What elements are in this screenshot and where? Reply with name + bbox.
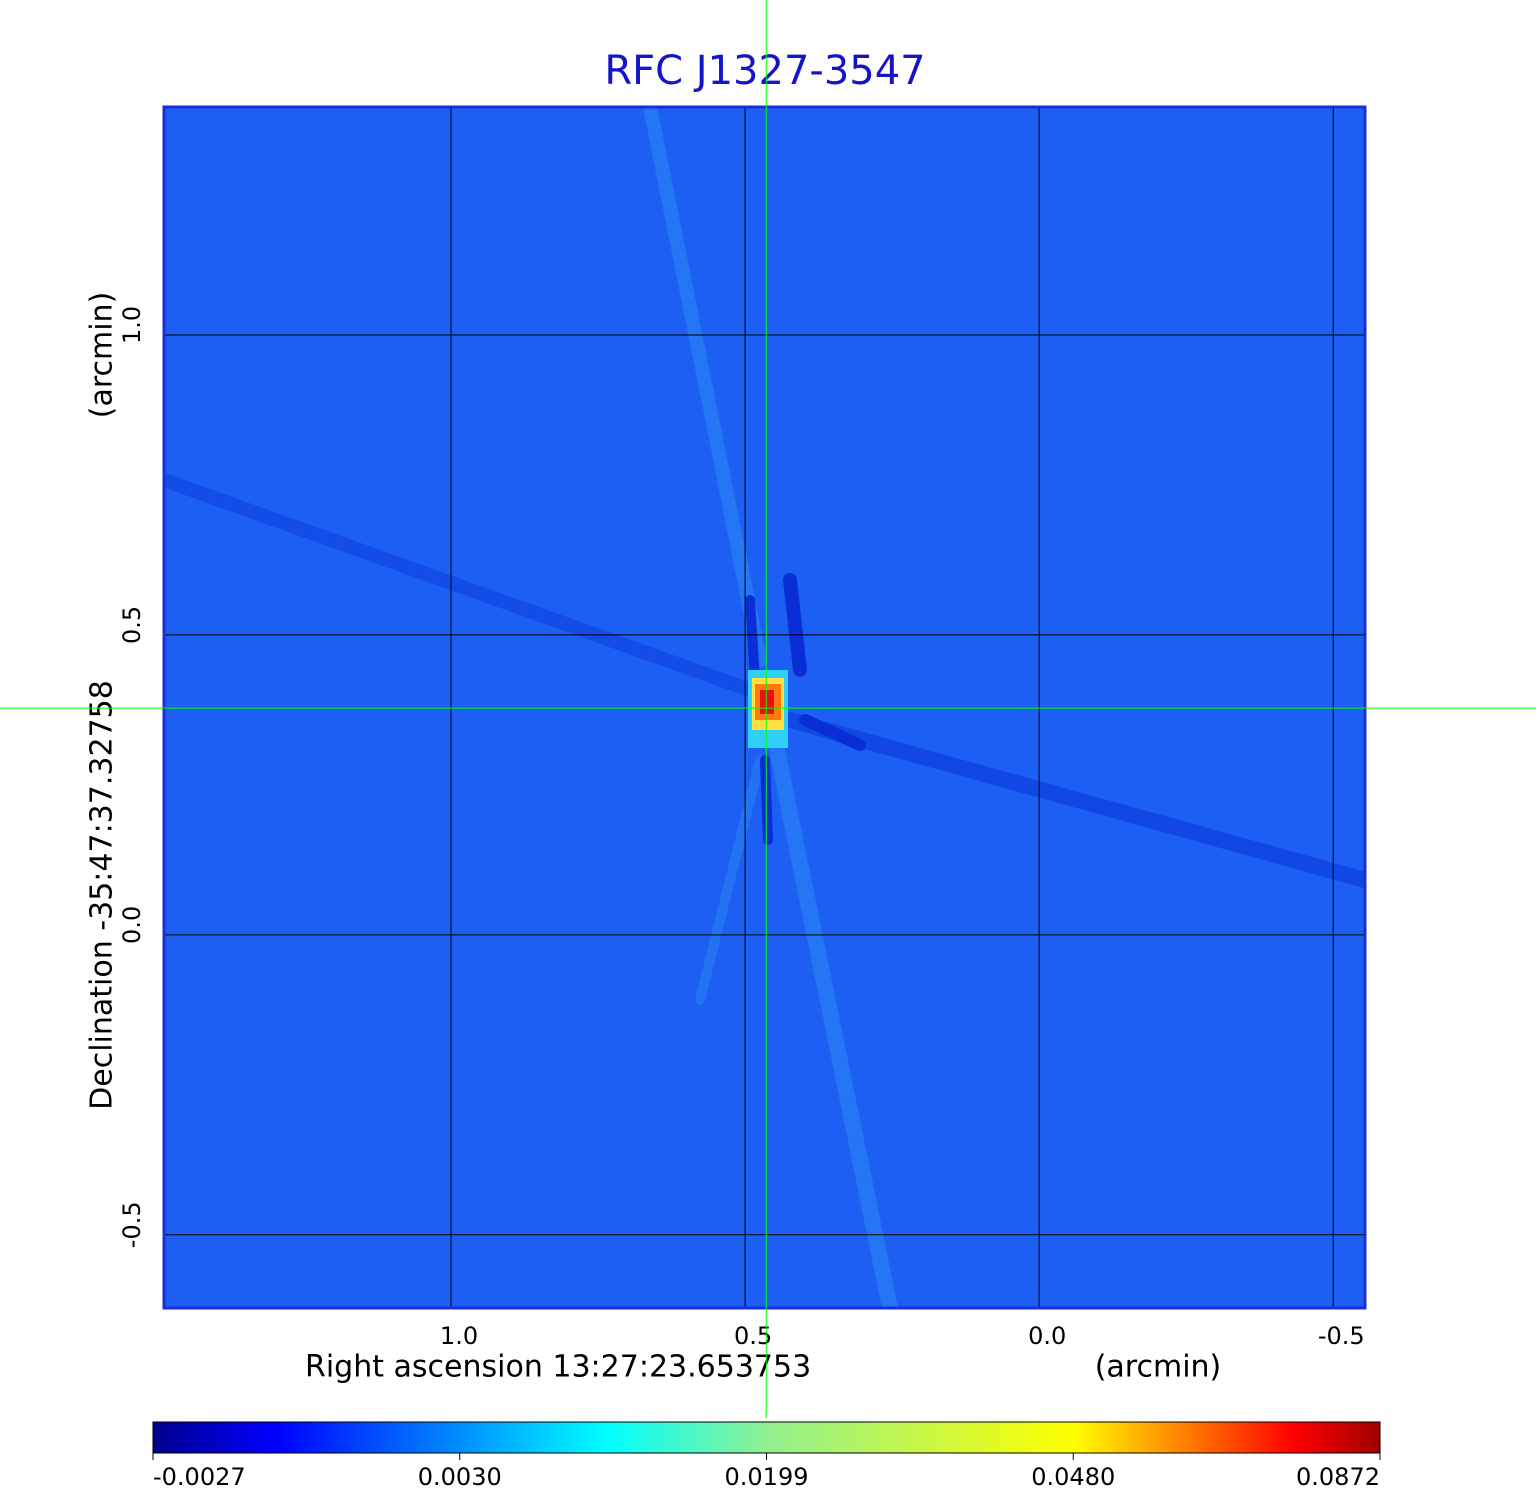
colorbar-tick-label: -0.0027 — [153, 1463, 246, 1491]
y-axis-label: Declination -35:47:37.32758 — [85, 680, 120, 1110]
y-tick-label: 0.5 — [118, 606, 146, 644]
y-tick-label: 1.0 — [118, 306, 146, 344]
sky-image — [164, 107, 1365, 1308]
x-axis-unit: (arcmin) — [1095, 1350, 1222, 1385]
colorbar-tick-label: 0.0199 — [725, 1463, 809, 1491]
chart-title: RFC J1327-3547 — [604, 48, 925, 94]
colorbar — [152, 1421, 1381, 1454]
colorbar-tick-label: 0.0480 — [1031, 1463, 1115, 1491]
y-tick-label: 0.0 — [118, 906, 146, 944]
colorbar-tick-label: 0.0872 — [1296, 1463, 1380, 1491]
colorbar-tick-label: 0.0030 — [418, 1463, 502, 1491]
y-axis-unit: (arcmin) — [85, 292, 120, 419]
x-tick-label: 0.0 — [1028, 1322, 1066, 1350]
x-axis-label: Right ascension 13:27:23.653753 — [305, 1350, 811, 1385]
x-tick-label: -0.5 — [1318, 1322, 1365, 1350]
plot-frame — [162, 105, 1367, 1310]
y-tick-label: -0.5 — [118, 1201, 146, 1248]
x-tick-label: 1.0 — [440, 1322, 478, 1350]
